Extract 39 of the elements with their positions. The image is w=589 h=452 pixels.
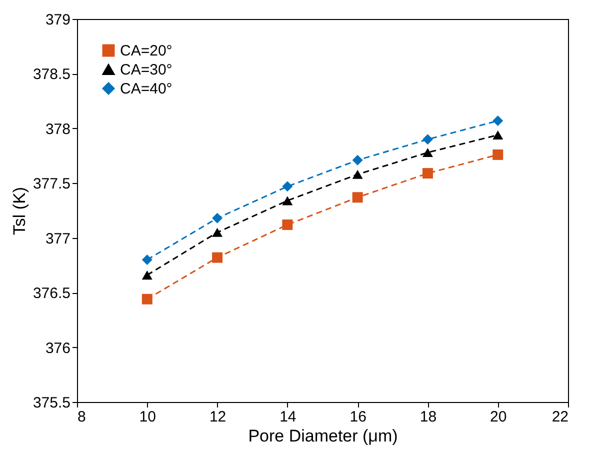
point [212, 252, 223, 263]
x-tick-label: 20 [490, 408, 507, 426]
y-tick-label: 375.5 [32, 394, 70, 412]
legend-label: CA=40° [120, 80, 172, 98]
point [422, 148, 433, 158]
x-tick-label: 16 [350, 408, 366, 426]
y-tick-label: 378 [45, 120, 70, 138]
point [422, 168, 433, 179]
y-tick-label: 377.5 [32, 176, 70, 193]
point [282, 196, 293, 206]
y-tick-label: 377 [45, 230, 70, 248]
point [142, 294, 152, 304]
x-tick-label: 8 [78, 408, 86, 426]
point [352, 154, 363, 166]
point [492, 130, 504, 140]
y-tick-label: 376.5 [32, 285, 70, 302]
point [282, 219, 293, 230]
y-tick-label: 376 [45, 340, 70, 357]
x-tick-label: 14 [280, 408, 296, 426]
point [492, 116, 504, 126]
x-tick-label: 18 [420, 408, 437, 426]
point [422, 134, 433, 145]
point [352, 170, 363, 179]
legend-label: CA=20° [120, 42, 172, 60]
point [282, 181, 293, 192]
x-axis-title: Pore Diameter (μm) [248, 426, 398, 446]
y-tick-label: 379 [45, 12, 70, 28]
y-tick-label: 378.5 [32, 66, 70, 84]
x-tick-label: 22 [552, 408, 568, 426]
point [142, 270, 152, 280]
point [352, 192, 363, 203]
y-axis-title: Tsl (K) [10, 186, 29, 236]
point [212, 228, 223, 237]
legend-label: CA=30° [120, 62, 172, 78]
point [492, 149, 504, 160]
point [142, 254, 152, 265]
x-tick-label: 12 [209, 408, 226, 426]
point [212, 212, 223, 224]
x-tick-label: 10 [139, 408, 156, 426]
